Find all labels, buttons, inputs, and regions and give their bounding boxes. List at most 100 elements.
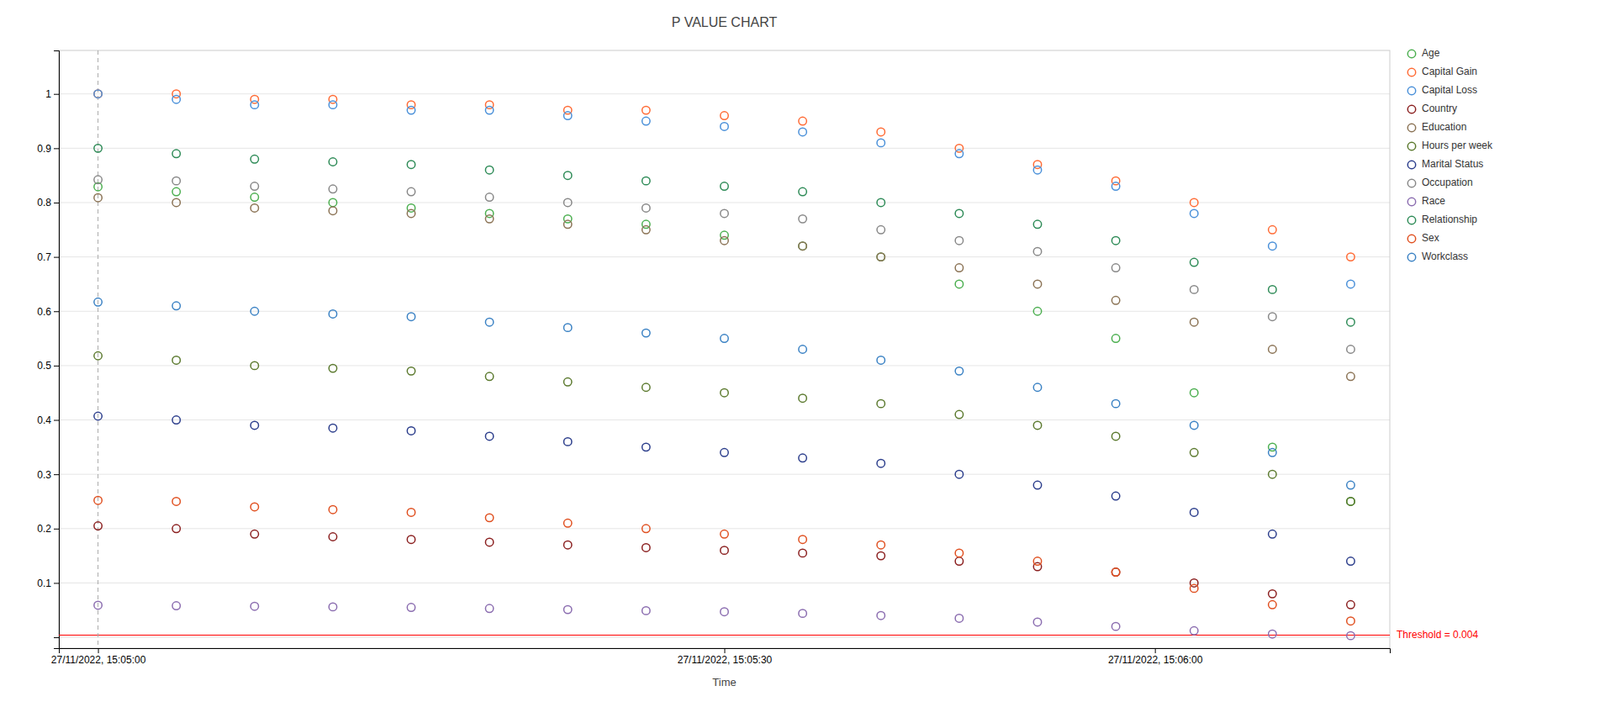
scatter-point bbox=[1111, 568, 1120, 576]
scatter-point bbox=[955, 469, 963, 478]
scatter-point bbox=[485, 513, 493, 522]
threshold-label: Threshold = 0.004 bbox=[1396, 628, 1479, 641]
legend-label: Race bbox=[1421, 195, 1446, 207]
legend-swatch bbox=[1407, 179, 1416, 187]
scatter-point bbox=[406, 209, 415, 217]
scatter-point bbox=[1189, 285, 1198, 294]
scatter-point bbox=[1346, 279, 1355, 288]
legend-label: Hours per week bbox=[1421, 139, 1494, 152]
scatter-point bbox=[1111, 296, 1120, 305]
series bbox=[94, 298, 1355, 490]
scatter-point bbox=[876, 399, 885, 407]
scatter-point bbox=[94, 496, 102, 504]
scatter-point bbox=[798, 609, 807, 618]
scatter-point bbox=[955, 149, 963, 158]
scatter-point bbox=[1033, 557, 1041, 566]
legend-swatch bbox=[1407, 234, 1416, 243]
scatter-point bbox=[94, 89, 102, 98]
scatter-point bbox=[250, 421, 259, 429]
scatter-point bbox=[955, 367, 963, 375]
scatter-point bbox=[250, 204, 259, 212]
scatter-point bbox=[955, 209, 963, 217]
scatter-point bbox=[564, 198, 572, 206]
scatter-point bbox=[485, 215, 493, 223]
scatter-point bbox=[328, 184, 337, 193]
scatter-point bbox=[1033, 165, 1041, 174]
series bbox=[94, 193, 1355, 381]
scatter-point bbox=[172, 198, 180, 206]
grid-line bbox=[58, 256, 1390, 258]
scatter-point bbox=[1346, 617, 1355, 625]
x-tick: 27/11/2022, 15:05:00 bbox=[51, 648, 147, 666]
scatter-point bbox=[250, 155, 259, 164]
scatter-point bbox=[1189, 209, 1198, 217]
scatter-point bbox=[798, 215, 807, 223]
scatter-point bbox=[564, 220, 572, 228]
y-tick-mark bbox=[53, 311, 59, 312]
scatter-point bbox=[564, 438, 572, 446]
scatter-point bbox=[1268, 448, 1277, 457]
scatter-point bbox=[328, 206, 337, 215]
legend-swatch bbox=[1407, 86, 1416, 95]
scatter-point bbox=[1111, 237, 1120, 245]
legend-swatch bbox=[1407, 253, 1416, 261]
scatter-point bbox=[642, 543, 650, 552]
scatter-point bbox=[1346, 345, 1355, 354]
scatter-point bbox=[485, 105, 493, 114]
series bbox=[94, 89, 1355, 261]
scatter-point bbox=[876, 226, 885, 234]
scatter-point bbox=[1111, 432, 1120, 440]
grid-line bbox=[58, 419, 1390, 421]
legend-swatch bbox=[1407, 142, 1416, 150]
legend: AgeCapital GainCapital LossCountryEducat… bbox=[1407, 47, 1494, 263]
scatter-point bbox=[1268, 226, 1277, 234]
scatter-point bbox=[1189, 388, 1198, 397]
scatter-point bbox=[172, 301, 180, 310]
scatter-point bbox=[406, 603, 415, 612]
scatter-point bbox=[172, 95, 180, 103]
y-tick: 0.4 bbox=[36, 414, 59, 427]
scatter-point bbox=[1033, 307, 1041, 316]
chart-container: 27/11/2022, 15:05:0027/11/2022, 15:05:30… bbox=[0, 0, 1600, 707]
scatter-point bbox=[720, 209, 729, 217]
scatter-point bbox=[250, 530, 259, 539]
scatter-point bbox=[1346, 497, 1355, 506]
scatter-point bbox=[1268, 345, 1277, 354]
series bbox=[94, 175, 1355, 354]
legend-item: Age bbox=[1407, 47, 1440, 59]
y-tick-label: 0.9 bbox=[36, 142, 52, 155]
plot: 27/11/2022, 15:05:0027/11/2022, 15:05:30… bbox=[36, 47, 1494, 689]
scatter-point bbox=[720, 546, 729, 555]
scatter-point bbox=[94, 144, 102, 153]
scatter-point bbox=[876, 127, 885, 136]
series bbox=[94, 352, 1355, 507]
y-tick-mark bbox=[53, 202, 59, 204]
scatter-point bbox=[642, 204, 650, 212]
legend-label: Marital Status bbox=[1421, 158, 1484, 170]
series bbox=[94, 144, 1355, 327]
scatter-point bbox=[955, 549, 963, 557]
scatter-point bbox=[798, 454, 807, 462]
y-axis: 0.10.20.30.40.50.60.70.80.91 bbox=[36, 51, 59, 650]
grid-line bbox=[58, 637, 1390, 639]
scatter-point bbox=[94, 522, 102, 530]
scatter-point bbox=[876, 551, 885, 560]
grid-line bbox=[58, 147, 1390, 149]
scatter-point bbox=[798, 549, 807, 557]
y-tick-label: 1 bbox=[45, 88, 52, 101]
scatter-point bbox=[1268, 242, 1277, 250]
scatter-point bbox=[172, 416, 180, 424]
scatter-point bbox=[328, 602, 337, 611]
scatter-point bbox=[94, 601, 102, 609]
scatter-point bbox=[328, 505, 337, 513]
scatter-point bbox=[328, 424, 337, 433]
grid-line bbox=[58, 474, 1390, 476]
legend-swatch bbox=[1407, 68, 1416, 76]
scatter-point bbox=[720, 448, 729, 457]
scatter-point bbox=[798, 187, 807, 196]
series bbox=[94, 411, 1355, 566]
scatter-point bbox=[1189, 258, 1198, 266]
legend-swatch bbox=[1407, 216, 1416, 224]
scatter-point bbox=[642, 328, 650, 337]
legend-item: Relationship bbox=[1407, 213, 1478, 226]
